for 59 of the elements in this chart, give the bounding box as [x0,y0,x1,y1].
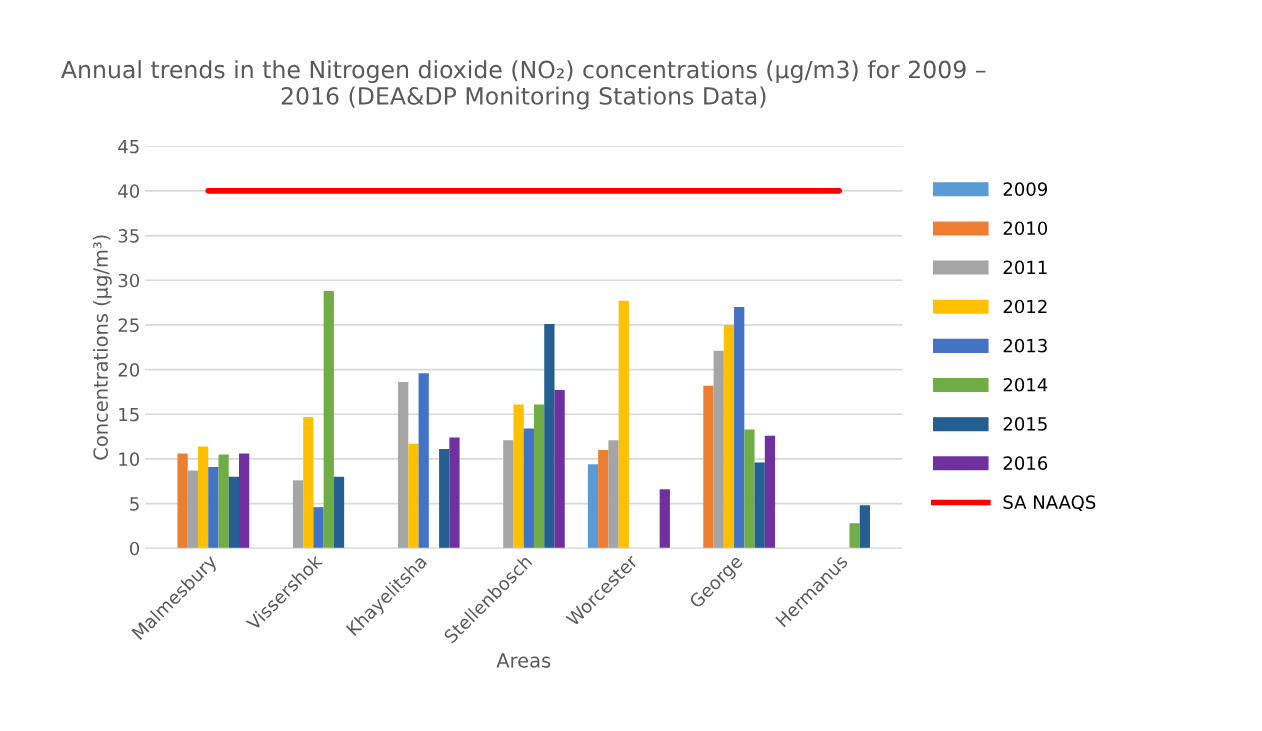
bar [292,480,304,549]
bar [418,373,429,549]
y-tick-label: 5 [130,497,139,511]
bar [744,429,755,549]
y-tick-label: 30 [118,273,140,288]
y-tick-label: 25 [118,318,139,333]
y-tick-label: 40 [118,184,140,198]
bar [177,453,188,549]
legend-label: 2013 [1003,338,1047,353]
y-tick-label: 10 [119,452,140,467]
bar [333,476,345,549]
bar [533,404,545,549]
bar [503,440,514,549]
bar [513,404,524,549]
bar [598,449,609,549]
x-axis-title: Areas [496,653,551,668]
bar [734,307,745,549]
bar [723,324,735,549]
y-tick-label: 0 [129,541,140,556]
legend-label: 2012 [1003,299,1047,314]
bar [238,453,250,549]
legend-label: SA NAAQS [1003,495,1096,512]
bar [187,470,198,549]
legend-label: 2010 [1003,221,1048,236]
bar [849,523,860,549]
legend-label: 2016 [1003,456,1048,470]
bar [218,454,229,549]
bar [713,350,724,549]
bar [554,390,565,549]
bar [544,324,555,549]
y-axis-title: Concentrations (µg/m³) [92,235,112,460]
bar [608,440,619,549]
bar [754,462,765,549]
bar [703,385,714,549]
bar [228,476,239,549]
bar [313,507,324,549]
legend-label: 2009 [1003,182,1048,196]
bar [449,437,460,549]
bar [764,435,776,549]
bar [303,416,314,549]
legend-label: 2015 [1003,417,1047,431]
legend-label: 2014 [1003,377,1048,392]
y-tick-label: 20 [118,363,140,377]
bar [398,382,409,549]
legend-label: 2011 [1003,260,1047,275]
bar [323,290,334,549]
bar [197,446,209,549]
bar [659,489,670,549]
bar [208,466,219,549]
y-tick-label: 35 [118,229,139,243]
chart-title: Annual trends in the Nitrogen dioxide (NO₂) concentrations (µg/m3) for 2009 – 2016 (DEA&DP Monitoring Stations Data) [61,60,986,110]
y-tick-label: 15 [119,407,139,422]
bar [587,464,599,549]
bar [408,443,419,549]
bar [859,505,870,549]
bar [523,428,534,549]
bar [439,449,450,549]
y-tick-label: 45 [118,139,139,154]
bar [618,300,629,549]
